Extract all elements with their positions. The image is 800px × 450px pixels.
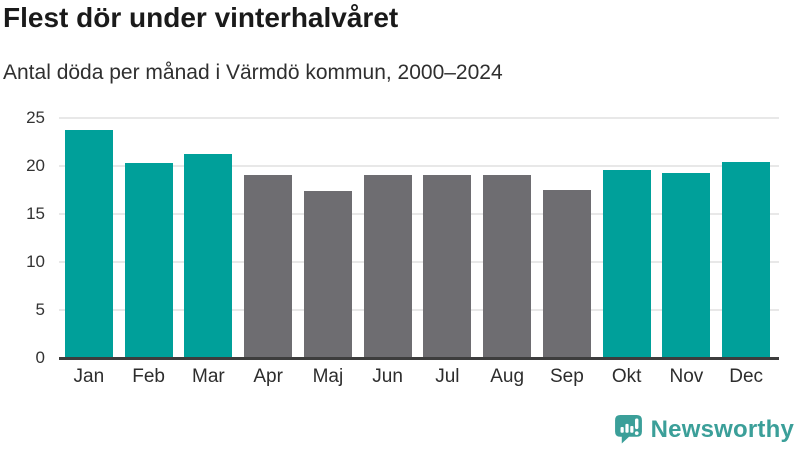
x-tick-label-dec: Dec: [729, 366, 764, 387]
x-tick-label-jul: Jul: [435, 366, 460, 387]
mini-bar-3: [629, 425, 634, 433]
bar-dec: [722, 162, 771, 358]
y-gridline-20: [59, 165, 779, 167]
bar-mar: [184, 153, 233, 358]
bar-nov: [662, 172, 711, 358]
y-gridline-5: [59, 309, 779, 311]
bar-jun: [363, 174, 412, 358]
x-tick-label-sep: Sep: [549, 366, 584, 387]
bar-jan: [64, 129, 113, 358]
bar-feb: [124, 163, 173, 358]
x-tick-label-jun: Jun: [372, 366, 403, 387]
chart-title: Flest dör under vinterhalvåret: [3, 2, 399, 33]
x-tick-label-aug: Aug: [490, 366, 525, 387]
y-gridline-15: [59, 213, 779, 215]
x-tick-label-feb: Feb: [132, 366, 165, 387]
y-tick-label-15: 15: [26, 204, 45, 223]
x-axis-baseline: [59, 356, 779, 360]
exclamation-dot: [634, 431, 639, 435]
bar-aug: [483, 174, 532, 358]
exclamation-stem: [634, 418, 639, 430]
bar-sep: [542, 190, 591, 358]
bar-jul: [423, 174, 472, 358]
brand-name: Newsworthy: [650, 415, 794, 443]
bar-apr: [244, 174, 293, 358]
y-tick-label-20: 20: [26, 156, 45, 175]
y-tick-label-0: 0: [35, 348, 45, 367]
x-tick-label-maj: Maj: [312, 366, 344, 387]
newsworthy-logo[interactable]: Newsworthy: [614, 414, 794, 445]
y-tick-label-10: 10: [26, 252, 45, 271]
x-tick-label-mar: Mar: [192, 366, 225, 387]
mini-bar-1: [620, 427, 624, 433]
bar-maj: [303, 190, 352, 358]
y-tick-label-5: 5: [35, 300, 45, 319]
mini-bar-2: [625, 423, 629, 433]
x-tick-label-nov: Nov: [669, 366, 704, 387]
newsworthy-speech-bubble-chart-icon: [614, 415, 642, 444]
y-gridline-10: [59, 261, 779, 263]
x-tick-label-jan: Jan: [73, 366, 105, 387]
y-gridline-25: [59, 117, 779, 119]
x-tick-label-apr: Apr: [253, 366, 283, 387]
bar-okt: [602, 169, 651, 358]
y-tick-label-25: 25: [26, 108, 45, 127]
x-tick-label-okt: Okt: [611, 366, 642, 387]
chart-subtitle: Antal döda per månad i Värmdö kommun, 20…: [3, 61, 503, 84]
